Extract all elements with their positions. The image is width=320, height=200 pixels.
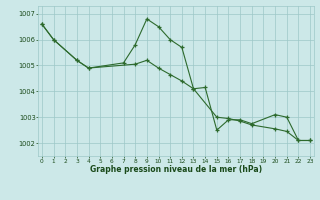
X-axis label: Graphe pression niveau de la mer (hPa): Graphe pression niveau de la mer (hPa) xyxy=(90,165,262,174)
